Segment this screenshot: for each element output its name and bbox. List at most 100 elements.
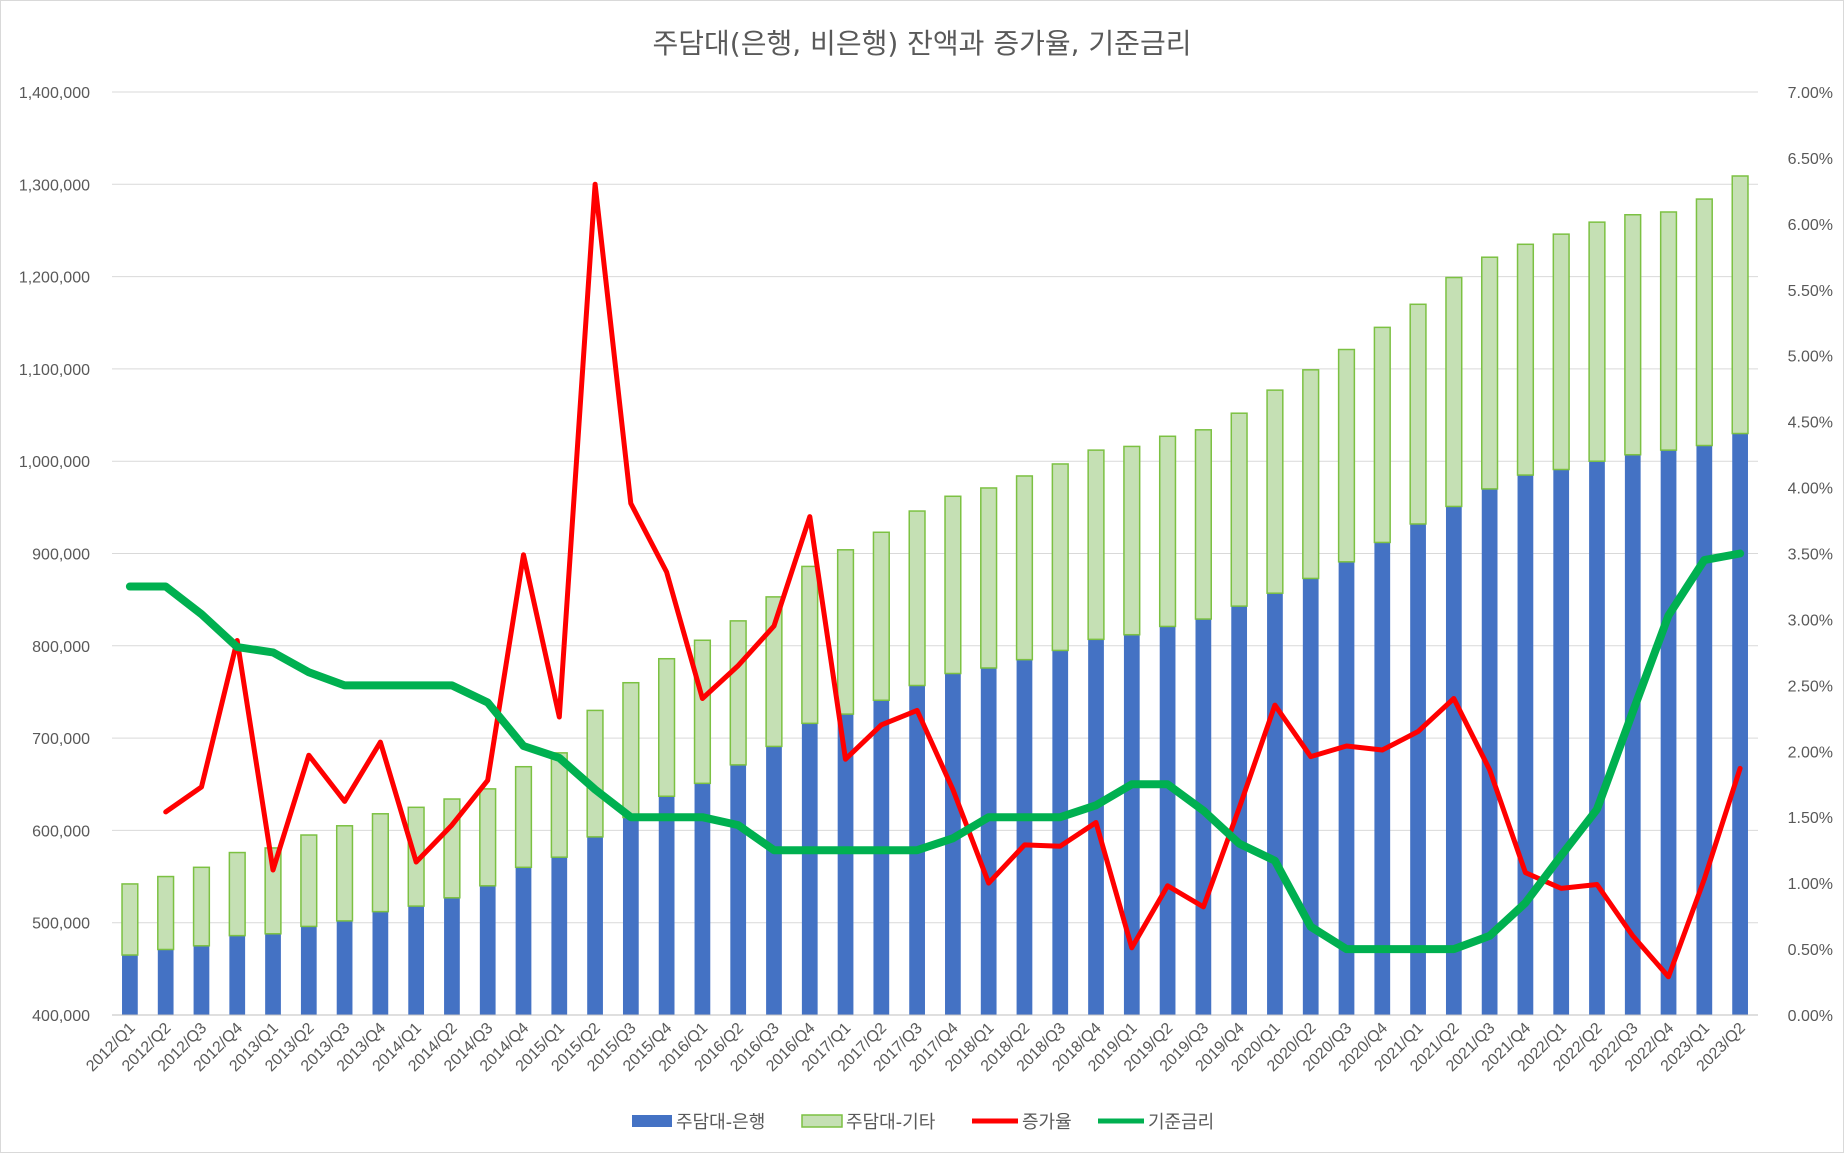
bar-bank	[658, 796, 675, 1015]
bar-other	[1552, 233, 1570, 471]
bar-bank	[372, 911, 389, 1015]
bar-bank	[1732, 433, 1748, 1015]
bar-bank	[1123, 634, 1140, 1015]
bar-other	[801, 565, 819, 725]
bar-bank	[265, 933, 281, 1015]
x-axis: 2012/Q12012/Q22012/Q32012/Q42013/Q12013/…	[83, 1014, 1758, 1075]
y-tick-label: 700,000	[32, 731, 90, 748]
y2-tick-label: 4.00%	[1788, 481, 1833, 498]
bar-bank	[1553, 469, 1570, 1016]
bar-bank	[1052, 650, 1069, 1015]
bar-bank	[193, 945, 210, 1015]
bar-bank	[1374, 542, 1391, 1015]
y2-tick-label: 2.50%	[1788, 678, 1833, 695]
bar-bank	[801, 723, 818, 1015]
y-axis-left: 400,000 500,000 600,000 700,000 800,000 900,0…	[19, 85, 90, 1025]
y-tick-label: 1,400,000	[19, 85, 90, 102]
bar-bank	[837, 714, 854, 1015]
bar-other	[1659, 211, 1678, 451]
bar-bank	[1696, 445, 1713, 1015]
y2-tick-label: 1.00%	[1788, 876, 1833, 893]
bar-other	[729, 620, 747, 766]
y2-tick-label: 2.00%	[1788, 744, 1833, 761]
bar-other	[1015, 475, 1034, 661]
line-base-rate	[125, 549, 1745, 954]
bar-other	[1481, 256, 1499, 490]
legend-swatch	[632, 1115, 672, 1127]
bar-bank	[444, 897, 460, 1015]
bar-other	[872, 531, 890, 702]
bar-other	[550, 752, 568, 858]
bar-bank	[1159, 626, 1176, 1015]
bar-bank	[1195, 619, 1212, 1015]
bar-other	[300, 834, 318, 928]
bar-other	[658, 657, 676, 797]
y-axis-right: 0.00% 0.50% 1.00% 1.50% 2.00% 2.50% 3.00% 3.50%…	[1788, 85, 1833, 1025]
y2-tick-label: 4.50%	[1788, 415, 1833, 432]
bars-group	[121, 175, 1749, 1016]
bar-bank	[1589, 461, 1605, 1015]
bar-other	[264, 847, 282, 935]
bar-bank	[622, 817, 639, 1015]
bar-bank	[694, 783, 711, 1015]
bar-bank	[300, 926, 317, 1015]
bar-other	[1302, 369, 1320, 580]
bar-bank	[1016, 659, 1033, 1015]
y-tick-label: 500,000	[32, 916, 90, 933]
bar-other	[1516, 243, 1535, 476]
y2-tick-label: 6.50%	[1788, 151, 1833, 168]
y2-tick-label: 5.50%	[1788, 283, 1833, 300]
bar-bank	[551, 857, 568, 1015]
bar-other	[1230, 412, 1248, 607]
bar-bank	[1517, 475, 1534, 1015]
bar-other	[1373, 326, 1391, 544]
bar-bank	[766, 746, 782, 1015]
bar-other	[1337, 348, 1356, 563]
y2-tick-label: 3.00%	[1788, 612, 1833, 629]
bar-bank	[157, 949, 174, 1015]
bar-other	[479, 788, 497, 887]
bar-bank	[873, 700, 890, 1015]
bar-other	[908, 510, 926, 687]
bar-other	[765, 596, 783, 748]
bar-other	[1158, 435, 1177, 628]
y2-tick-label: 1.50%	[1788, 810, 1833, 827]
lines-group	[125, 181, 1745, 980]
bar-other	[228, 851, 246, 937]
y-tick-label: 1,000,000	[19, 454, 90, 471]
bar-other	[121, 883, 139, 956]
bar-bank	[336, 920, 353, 1015]
bar-other	[1051, 463, 1069, 652]
bar-other	[1266, 389, 1284, 594]
line-growth-rate	[163, 181, 1743, 980]
y2-tick-label: 5.00%	[1788, 349, 1833, 366]
chart-title: 주담대(은행, 비은행) 잔액과 증가율, 기준금리	[652, 27, 1192, 60]
bar-other	[1445, 276, 1463, 508]
legend-label: 기준금리	[1148, 1112, 1214, 1133]
bar-other	[1087, 449, 1105, 641]
gridlines	[112, 91, 1758, 1016]
bar-bank	[1338, 561, 1355, 1015]
bar-bank	[1445, 506, 1462, 1015]
bar-other	[157, 875, 175, 951]
y2-tick-label: 0.00%	[1788, 1008, 1833, 1025]
bar-other	[1588, 221, 1606, 462]
bar-other	[1123, 445, 1141, 636]
bar-other	[944, 495, 962, 675]
bar-bank	[1624, 454, 1641, 1015]
legend-label: 증가율	[1022, 1112, 1072, 1133]
bar-other	[192, 866, 211, 947]
bar-other	[586, 709, 604, 838]
bar-other	[1731, 175, 1749, 435]
bar-other	[693, 639, 712, 785]
bar-bank	[515, 867, 532, 1015]
bar-bank	[1410, 523, 1426, 1015]
y-tick-label: 800,000	[32, 639, 90, 656]
y-tick-label: 900,000	[32, 547, 90, 564]
legend-label: 주담대-은행	[676, 1112, 765, 1133]
bar-bank	[730, 764, 747, 1015]
legend-label: 주담대-기타	[846, 1112, 936, 1133]
bar-bank	[1302, 578, 1319, 1015]
bar-bank	[1267, 593, 1283, 1015]
